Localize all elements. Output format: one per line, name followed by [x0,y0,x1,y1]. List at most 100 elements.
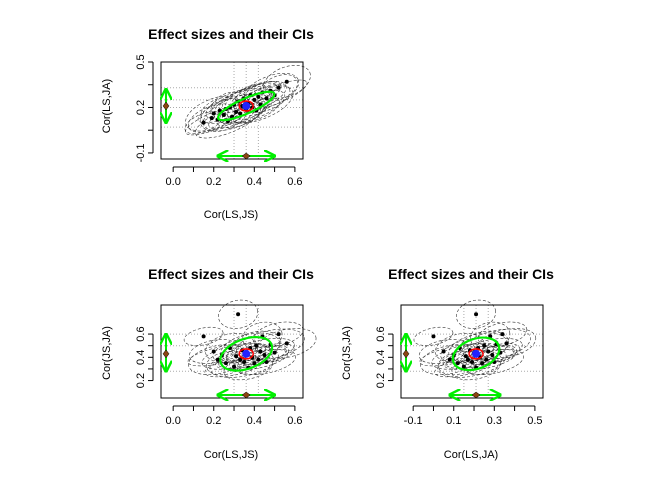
study-point [284,341,289,346]
pooled-estimate-point [242,101,251,110]
study-ci-ellipse [242,83,291,113]
study-ci-ellipse [437,346,507,378]
chart-panel-1: Effect sizes and their CIs Cor(LS,JS) Co… [101,26,314,221]
study-point [238,111,243,116]
chart-title: Effect sizes and their CIs [148,266,314,282]
study-point [236,312,241,317]
study-ci-ellipse [461,328,531,361]
y-tick-label: 0.5 [135,54,147,69]
pooled-prediction-ellipse [216,90,276,122]
study-point [441,349,446,354]
study-point [504,341,509,346]
pooled-prediction-ellipse [219,335,274,372]
study-point [252,361,257,366]
study-point [254,343,259,348]
study-ci-ellipse [477,321,528,347]
study-point [223,361,228,366]
study-ci-ellipse [236,328,305,361]
study-point [276,85,281,90]
study-ci-ellipse [183,326,224,346]
x-tick-label: 0.1 [446,415,461,427]
y-axis-label: Cor(JS,JA) [341,326,353,380]
study-point [463,354,468,359]
study-point [201,334,206,339]
study-point [256,357,261,362]
study-ci-ellipse [225,338,295,365]
x-tick-label: 0.2 [206,176,221,188]
x-summary-diamond [241,152,251,160]
study-ci-ellipse [232,97,280,124]
study-point [461,364,466,369]
x-summary-diamond [471,391,481,399]
study-point [262,352,267,357]
study-point [201,120,206,125]
y-summary-diamond [162,349,170,359]
chart-title: Effect sizes and their CIs [148,26,314,42]
x-tick-label: -0.1 [404,415,423,427]
study-ci-ellipse [241,79,308,111]
pooled-confidence-ellipse [238,100,254,112]
y-tick-label: 0.4 [375,350,387,365]
y-tick-label: 0.2 [135,100,147,115]
x-tick-label: 0.5 [527,415,542,427]
y-tick-label: 0.2 [375,373,387,388]
y-tick-label: 0.4 [135,350,147,365]
y-summary-diamond [162,101,170,111]
study-point [272,350,277,355]
study-point [447,357,452,362]
study-point [252,97,257,102]
y-tick-label: 0.2 [135,373,147,388]
study-point [465,357,470,362]
study-point [264,96,269,101]
study-ci-ellipse [470,321,511,351]
y-axis-label: Cor(LS,JA) [101,79,113,133]
chart-panel-2: Effect sizes and their CIs Cor(LS,JS) Co… [101,266,317,461]
pooled-estimate-point [242,349,251,358]
study-point [484,357,489,362]
pooled-confidence-ellipse [468,348,484,360]
study-point [276,332,281,337]
x-tick-label: 0.2 [206,415,221,427]
study-point [480,361,485,366]
study-ci-ellipse [236,349,297,375]
study-point [500,332,505,337]
x-tick-label: 0.0 [166,415,181,427]
x-axis-label: Cor(LS,JA) [444,449,498,461]
study-point [486,349,491,354]
study-point [242,359,247,364]
study-point [215,357,220,362]
chart-panel-3: Effect sizes and their CIs Cor(LS,JA) Co… [341,266,554,461]
y-tick-label: -0.1 [135,143,147,162]
x-tick-label: 0.3 [487,415,502,427]
study-point [211,111,216,116]
study-ci-ellipse [259,74,298,102]
study-point [209,116,214,121]
study-point [234,110,239,115]
study-point [474,312,479,317]
pooled-prediction-ellipse [451,336,501,372]
study-point [221,113,226,118]
pooled-confidence-ellipse [238,348,254,360]
x-summary-diamond [241,391,251,399]
study-point [256,94,261,99]
study-ci-ellipse [453,338,523,365]
study-ci-ellipse [257,328,317,359]
study-point [455,361,460,366]
study-point [234,354,239,359]
study-point [211,349,216,354]
study-ci-ellipse [254,343,295,363]
study-point [232,364,237,369]
y-tick-label: 0.6 [135,326,147,341]
x-tick-label: 0.4 [247,176,262,188]
x-tick-label: 0.0 [166,176,181,188]
x-tick-label: 0.6 [287,415,302,427]
plot-frame [400,304,544,399]
x-tick-label: 0.6 [287,176,302,188]
study-point [258,349,263,354]
study-point [490,352,495,357]
study-ci-ellipse [413,326,454,346]
y-axis-label: Cor(JS,JA) [101,326,113,380]
study-point [238,357,243,362]
x-axis-label: Cor(LS,JS) [204,449,258,461]
